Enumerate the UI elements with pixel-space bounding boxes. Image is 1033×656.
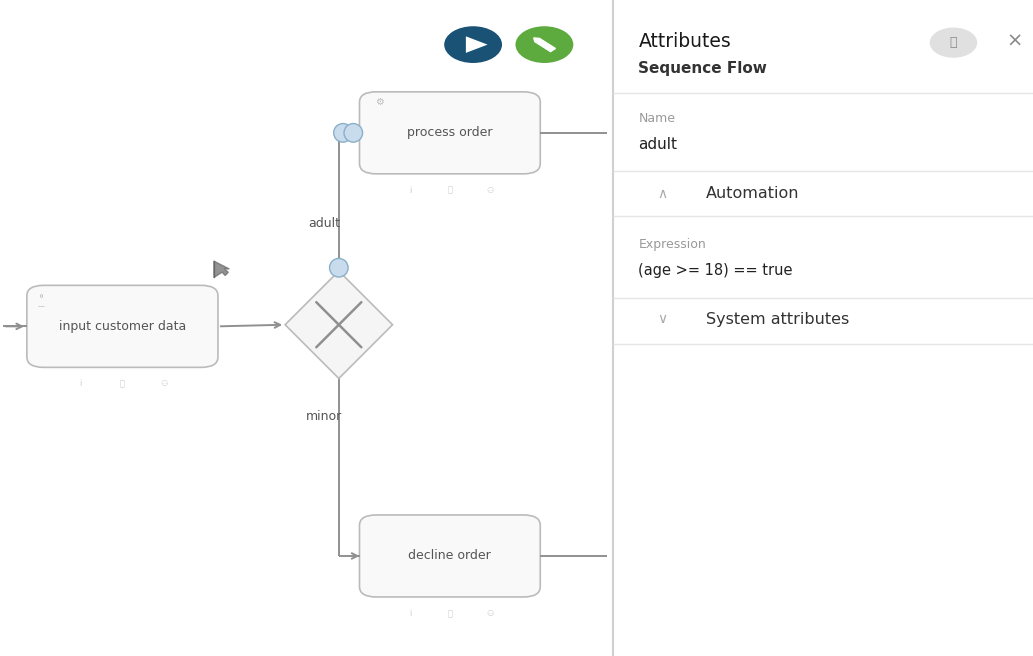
Text: —: — (38, 304, 44, 310)
Text: i: i (409, 609, 411, 618)
Circle shape (930, 28, 977, 58)
Text: minor: minor (306, 410, 343, 423)
Text: 🖇: 🖇 (447, 186, 452, 195)
FancyBboxPatch shape (27, 285, 218, 367)
Polygon shape (214, 261, 229, 277)
Text: ∨: ∨ (657, 312, 667, 327)
Text: ⚇: ⚇ (486, 609, 494, 618)
Ellipse shape (334, 123, 352, 142)
Text: Attributes: Attributes (638, 32, 731, 51)
Polygon shape (466, 36, 488, 53)
Text: 🏷: 🏷 (949, 36, 958, 49)
Text: System attributes: System attributes (706, 312, 849, 327)
Polygon shape (535, 39, 556, 52)
Text: decline order: decline order (408, 550, 492, 562)
Text: i: i (409, 186, 411, 195)
Text: process order: process order (407, 127, 493, 139)
Text: Expression: Expression (638, 237, 707, 251)
Circle shape (444, 26, 502, 63)
Text: Automation: Automation (706, 186, 800, 201)
Text: Name: Name (638, 112, 676, 125)
FancyBboxPatch shape (359, 515, 540, 597)
Text: 🖇: 🖇 (120, 379, 125, 388)
Text: ⚇: ⚇ (161, 379, 168, 388)
Text: input customer data: input customer data (59, 320, 186, 333)
Text: ∧: ∧ (657, 186, 667, 201)
Text: i: i (80, 379, 82, 388)
Circle shape (515, 26, 573, 63)
Ellipse shape (330, 258, 348, 277)
Text: adult: adult (309, 216, 340, 230)
Text: Sequence Flow: Sequence Flow (638, 61, 768, 75)
Text: ⚬: ⚬ (38, 292, 44, 301)
Polygon shape (534, 38, 539, 41)
Text: ⚇: ⚇ (486, 186, 494, 195)
Text: 🖇: 🖇 (447, 609, 452, 618)
Text: ×: × (1006, 32, 1023, 51)
FancyBboxPatch shape (359, 92, 540, 174)
Ellipse shape (344, 123, 363, 142)
Text: adult: adult (638, 137, 678, 152)
Text: (age >= 18) == true: (age >= 18) == true (638, 263, 793, 277)
Polygon shape (285, 271, 393, 379)
Text: ⚙: ⚙ (375, 97, 383, 107)
